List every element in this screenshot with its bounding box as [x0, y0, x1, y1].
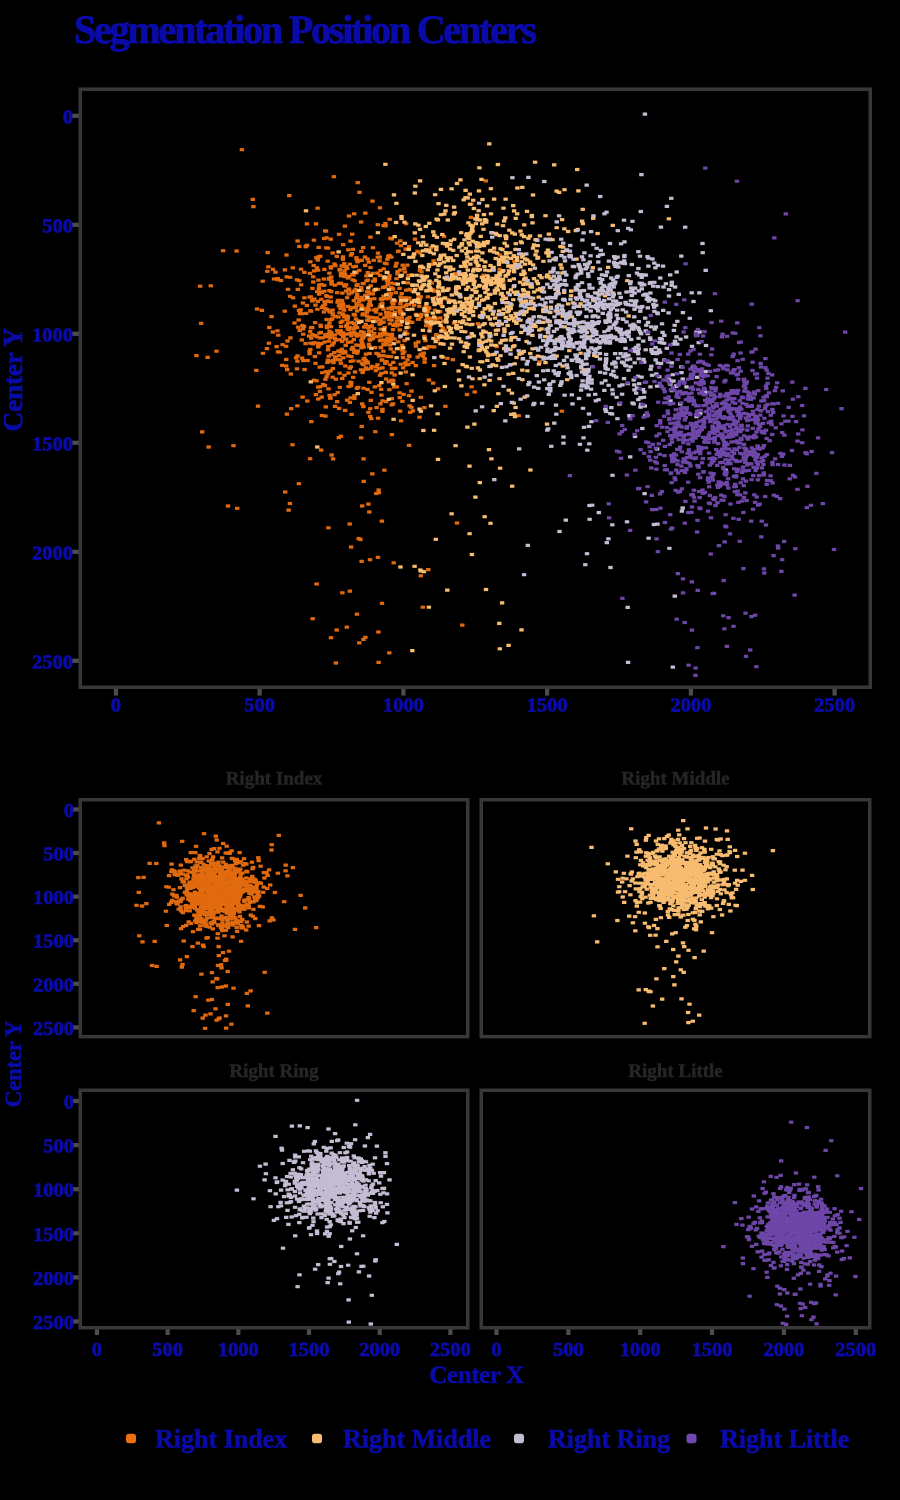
svg-text:Segmentation Position Centers: Segmentation Position Centers — [74, 7, 536, 52]
